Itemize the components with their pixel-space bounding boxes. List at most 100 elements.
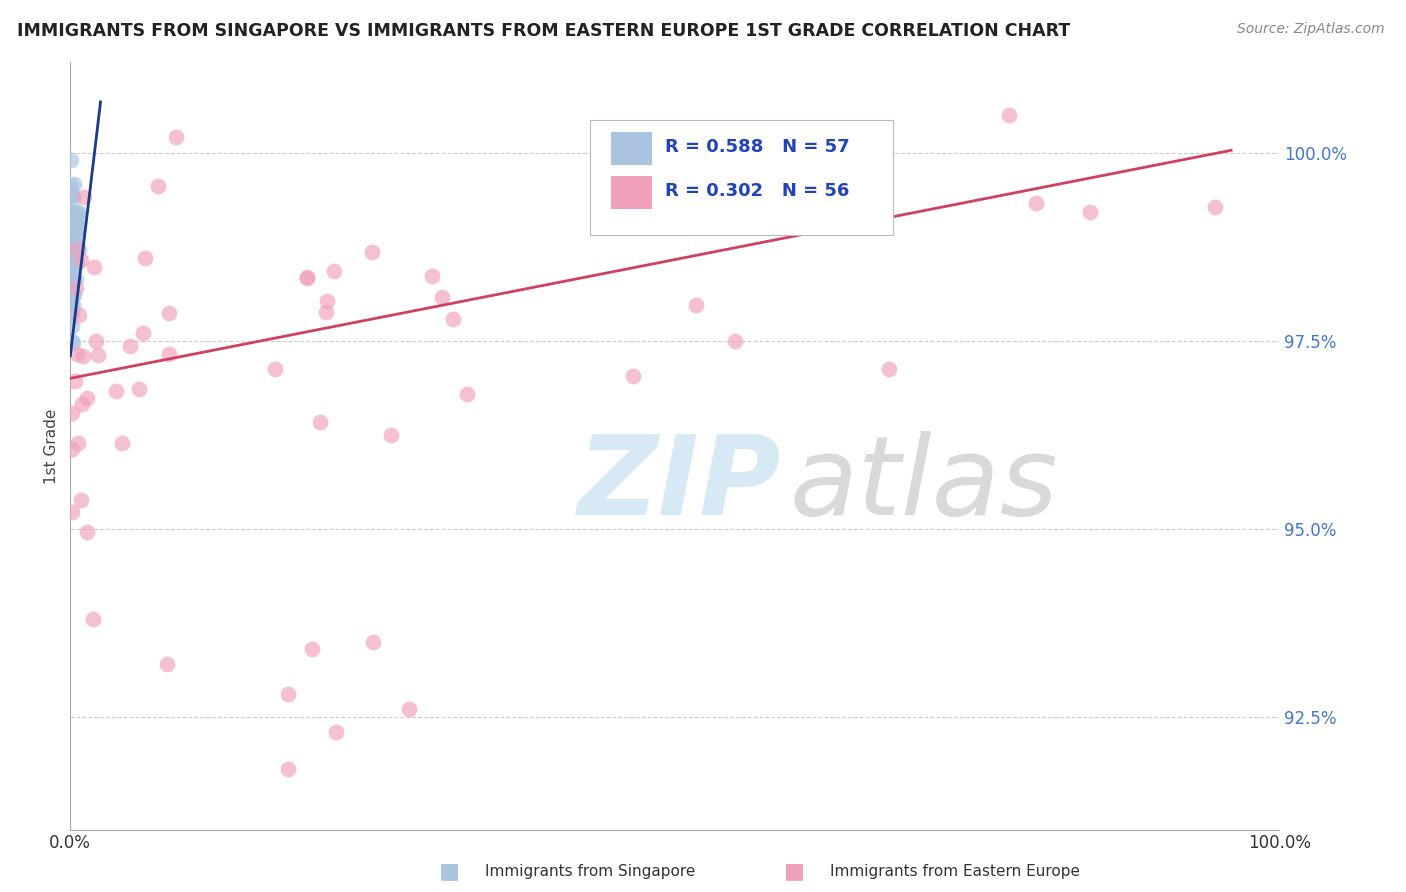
Point [820, 175, 842, 189]
Point [1025, 195, 1047, 210]
Point [65, 223, 87, 237]
Point [60, 442, 83, 456]
Text: Immigrants from Eastern Europe: Immigrants from Eastern Europe [830, 864, 1080, 879]
Point [59, 181, 82, 195]
Point [59, 244, 82, 258]
Point [724, 334, 747, 348]
Point [430, 290, 453, 304]
Point [59, 272, 82, 286]
Point [60, 295, 83, 310]
Point [59, 189, 82, 203]
Point [66, 206, 89, 220]
Point [132, 326, 155, 340]
Point [59, 278, 82, 293]
Text: R = 0.302   N = 56: R = 0.302 N = 56 [665, 182, 849, 200]
Point [66, 220, 89, 235]
Point [60, 268, 83, 283]
Point [60, 227, 83, 242]
Text: atlas: atlas [790, 431, 1059, 538]
Point [685, 297, 707, 311]
Point [165, 129, 187, 144]
Point [277, 687, 299, 701]
Point [60, 268, 83, 282]
Point [66, 241, 89, 255]
Point [128, 382, 150, 396]
Point [62, 210, 84, 224]
Point [441, 312, 464, 326]
Point [65, 227, 87, 241]
Point [76, 391, 98, 405]
Point [66, 242, 89, 256]
Text: ■: ■ [440, 862, 460, 881]
Point [72, 349, 94, 363]
Point [322, 264, 344, 278]
Point [63, 178, 86, 192]
Point [65, 217, 87, 231]
Point [134, 251, 156, 265]
Point [67, 211, 90, 226]
Point [65, 217, 87, 231]
Point [67, 436, 90, 450]
Point [67, 242, 90, 256]
Point [295, 270, 318, 285]
Point [65, 272, 87, 286]
Point [60, 187, 83, 202]
Text: IMMIGRANTS FROM SINGAPORE VS IMMIGRANTS FROM EASTERN EUROPE 1ST GRADE CORRELATIO: IMMIGRANTS FROM SINGAPORE VS IMMIGRANTS … [17, 22, 1070, 40]
Point [63, 374, 86, 388]
Point [60, 319, 83, 334]
Text: Immigrants from Singapore: Immigrants from Singapore [485, 864, 696, 879]
Point [111, 435, 134, 450]
Point [66, 256, 89, 270]
Point [398, 702, 420, 716]
Point [621, 368, 644, 383]
Point [62, 335, 84, 350]
Point [66, 347, 89, 361]
Point [361, 634, 384, 648]
Text: Source: ZipAtlas.com: Source: ZipAtlas.com [1237, 22, 1385, 37]
Text: ■: ■ [785, 862, 804, 881]
Point [277, 763, 299, 777]
Point [62, 252, 84, 266]
Point [157, 306, 180, 320]
Point [420, 268, 443, 283]
Point [456, 387, 478, 401]
Point [60, 268, 83, 283]
Point [65, 237, 87, 252]
Text: R = 0.588   N = 57: R = 0.588 N = 57 [665, 138, 849, 156]
Point [1078, 205, 1101, 219]
Point [60, 281, 83, 295]
Point [997, 108, 1019, 122]
Point [297, 271, 319, 285]
Point [87, 348, 110, 362]
Point [84, 334, 107, 348]
Point [60, 153, 83, 167]
Point [60, 505, 83, 519]
Point [60, 188, 83, 202]
Point [879, 361, 901, 376]
Point [60, 207, 83, 221]
FancyBboxPatch shape [610, 132, 652, 165]
Point [380, 428, 402, 442]
Point [156, 657, 179, 672]
Point [118, 339, 141, 353]
Point [315, 305, 337, 319]
Point [63, 287, 86, 301]
Point [83, 260, 105, 274]
Point [65, 207, 87, 221]
Point [157, 347, 180, 361]
Point [63, 273, 86, 287]
Point [60, 334, 83, 349]
Point [59, 265, 82, 279]
Point [65, 222, 87, 236]
Point [70, 397, 93, 411]
Point [60, 188, 83, 202]
Point [76, 524, 98, 539]
Point [59, 204, 82, 219]
Point [59, 218, 82, 232]
Point [60, 306, 83, 320]
Point [60, 265, 83, 279]
Point [60, 258, 83, 272]
Point [325, 724, 347, 739]
Point [316, 294, 339, 309]
Point [301, 642, 323, 657]
